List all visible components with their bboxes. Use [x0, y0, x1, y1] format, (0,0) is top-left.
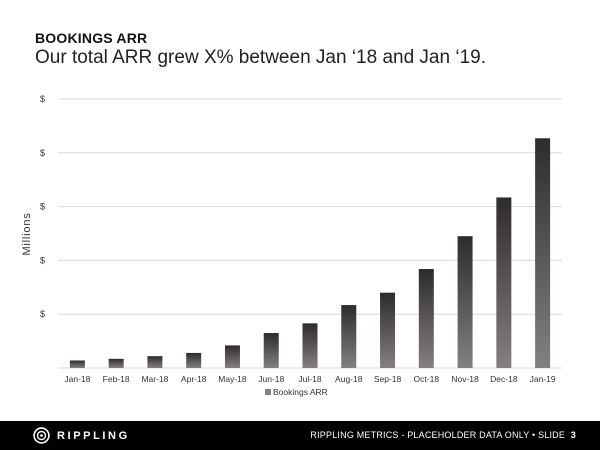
- x-tick-label: Jan-19: [530, 374, 556, 384]
- bar-dec-18: [496, 197, 512, 368]
- bar-mar-18: [147, 356, 163, 368]
- footer-info: RIPPLING METRICS - PLACEHOLDER DATA ONLY…: [310, 430, 576, 440]
- bar-jan-19: [535, 138, 551, 368]
- slide-title: Our total ARR grew X% between Jan ‘18 an…: [35, 47, 486, 68]
- x-tick-label: Dec-18: [490, 374, 518, 384]
- legend-swatch: [265, 389, 271, 395]
- slide-kicker: BOOKINGS ARR: [35, 30, 148, 46]
- bar-apr-18: [186, 352, 202, 368]
- x-tick-label: Apr-18: [181, 374, 207, 384]
- footer-separator: •: [532, 430, 536, 440]
- x-tick-label: Jun-18: [258, 374, 284, 384]
- bar-aug-18: [341, 305, 357, 368]
- brand-wordmark: RIPPLING: [57, 429, 130, 442]
- x-tick-label: Jul-18: [298, 374, 321, 384]
- y-tick-label: $: [40, 94, 45, 104]
- y-axis-label: Millions: [21, 212, 33, 255]
- footer-label: RIPPLING METRICS - PLACEHOLDER DATA ONLY: [310, 430, 530, 440]
- bar-sep-18: [380, 292, 396, 368]
- bar-jul-18: [302, 323, 318, 368]
- bookings-arr-chart: $ $ $ $ $ Jan-18 Feb-18 Mar-18 Apr-18 May-18 Jun-1…: [21, 94, 562, 397]
- x-tick-label: Sep-18: [374, 374, 402, 384]
- brand-logo: RIPPLING: [33, 427, 130, 444]
- x-tick-label: Jan-18: [64, 374, 90, 384]
- footer-slide-prefix: SLIDE: [538, 430, 566, 440]
- x-tick-label: May-18: [218, 374, 247, 384]
- x-tick-label: Aug-18: [335, 374, 363, 384]
- footer-bar: RIPPLING RIPPLING METRICS - PLACEHOLDER …: [0, 421, 600, 450]
- y-tick-label: $: [40, 202, 45, 212]
- y-tick-label: $: [40, 255, 45, 265]
- bar-nov-18: [457, 236, 473, 368]
- legend-label: Bookings ARR: [273, 387, 328, 397]
- chart-legend: Bookings ARR: [265, 387, 328, 397]
- page-number: 3: [570, 430, 576, 440]
- x-tick-label: Mar-18: [141, 374, 168, 384]
- rippling-logo-icon: [33, 427, 50, 444]
- bar-jun-18: [263, 333, 279, 368]
- bar-feb-18: [108, 358, 124, 368]
- x-tick-label: Feb-18: [103, 374, 130, 384]
- x-tick-label: Nov-18: [451, 374, 479, 384]
- bar-may-18: [224, 345, 240, 368]
- x-tick-label: Oct-18: [414, 374, 440, 384]
- bar-jan-18: [69, 360, 85, 368]
- y-tick-label: $: [40, 309, 45, 319]
- bar-oct-18: [418, 269, 434, 368]
- y-tick-label: $: [40, 148, 45, 158]
